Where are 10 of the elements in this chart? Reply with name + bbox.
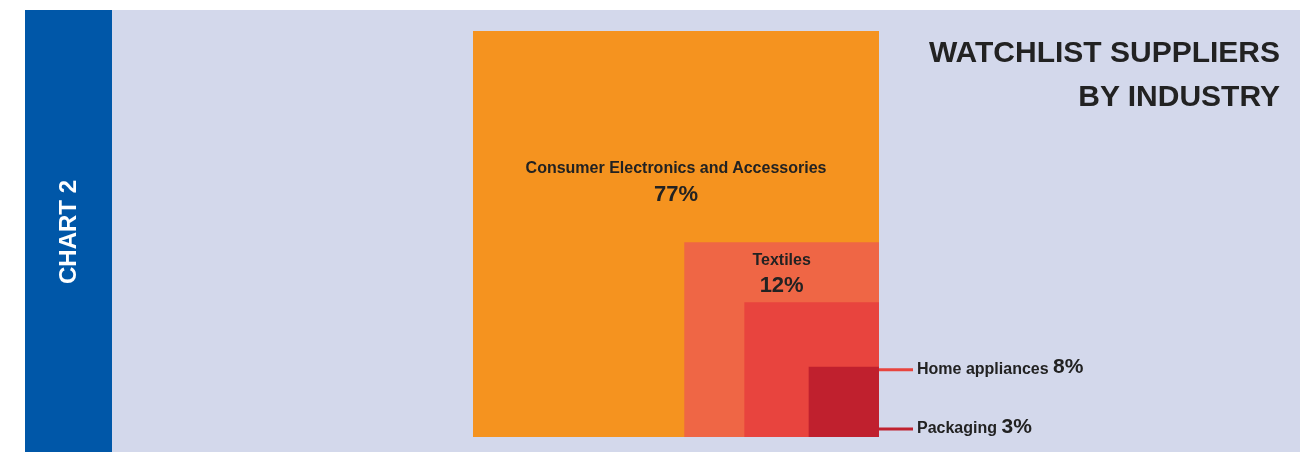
category-label: Consumer Electronics and Accessories xyxy=(525,159,827,177)
data-label: 3% xyxy=(1001,413,1033,437)
data-label: 12% xyxy=(759,272,804,298)
data-label: 8% xyxy=(1053,354,1084,378)
data-label: 77% xyxy=(653,181,699,207)
caption: CHART 2 xyxy=(54,179,82,285)
category-label: Packaging xyxy=(917,419,1002,437)
text: WATCHLIST SUPPLIERS BY INDUSTRY xyxy=(927,34,1280,114)
category-label: Home appliances xyxy=(917,360,1054,378)
category-label: Textiles xyxy=(752,250,811,268)
